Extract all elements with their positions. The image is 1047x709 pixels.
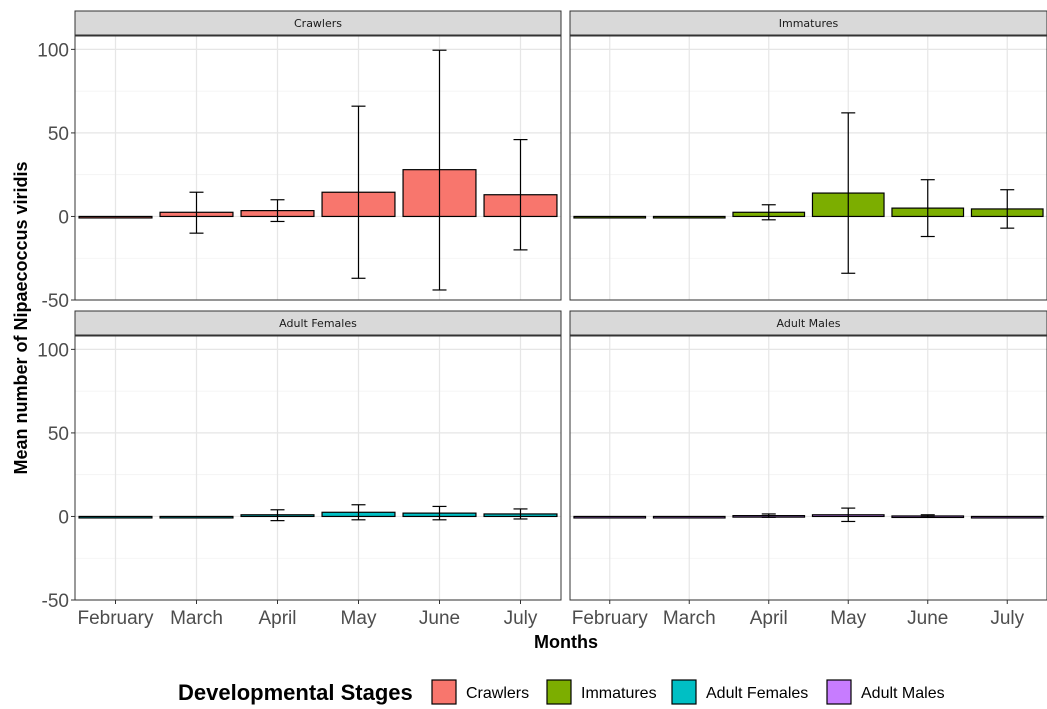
bar-february <box>573 515 647 519</box>
legend-key-adult-females <box>671 679 697 705</box>
x-tick-label: June <box>907 608 948 629</box>
legend-key-crawlers <box>431 679 457 705</box>
legend-label: Adult Females <box>706 685 808 702</box>
x-tick-label: February <box>572 608 649 629</box>
y-tick-label: 0 <box>58 507 69 528</box>
facet-strip-label: Crawlers <box>294 17 342 30</box>
panel-border <box>569 335 1047 601</box>
panel-border <box>569 35 1047 301</box>
bar-february <box>573 215 647 219</box>
facet-strip-label: Adult Females <box>279 317 357 330</box>
x-tick-label: April <box>750 608 788 629</box>
x-tick-label: March <box>170 608 223 629</box>
bar-march <box>652 515 726 519</box>
bar-february <box>78 515 153 519</box>
panel-adult-females: Adult Females -50 0 50 100 February March April… <box>37 310 562 629</box>
legend-title: Developmental Stages <box>178 680 413 705</box>
y-tick-label: -50 <box>42 291 69 312</box>
y-tick-label: -50 <box>42 591 69 612</box>
y-tick-label: 100 <box>37 340 69 361</box>
bar-february <box>78 215 153 219</box>
panel-border <box>74 35 562 301</box>
facet-strip <box>569 10 1047 36</box>
panel-crawlers: Crawlers -50 0 50 100 <box>37 10 562 312</box>
facet-strip <box>74 310 562 336</box>
panel-adult-males: Adult Males February March April May June July <box>569 310 1047 629</box>
facet-strip-label: Adult Males <box>777 317 841 330</box>
y-tick-label: 100 <box>37 40 69 61</box>
facet-strip-label: Immatures <box>779 17 839 30</box>
x-tick-label: May <box>341 608 377 629</box>
panel-background <box>75 336 561 600</box>
x-tick-label: May <box>830 608 866 629</box>
panel-background <box>570 36 1047 300</box>
panel-immatures: Immatures <box>569 10 1047 301</box>
legend-label: Adult Males <box>861 685 945 702</box>
bar-march <box>159 515 234 519</box>
legend-label: Immatures <box>581 685 657 702</box>
x-tick-label: July <box>504 608 538 629</box>
y-tick-label: 0 <box>58 207 69 228</box>
y-tick-label: 50 <box>48 424 69 445</box>
bar-july <box>970 515 1044 519</box>
y-axis-title: Mean number of Nipaecoccus viridis <box>11 161 31 474</box>
x-tick-label: April <box>258 608 296 629</box>
legend: Developmental Stages Crawlers Immatures Adu… <box>178 679 945 705</box>
x-axis-title: Months <box>534 632 598 652</box>
facet-strip <box>74 10 562 36</box>
x-tick-label: June <box>419 608 460 629</box>
x-tick-label: February <box>77 608 154 629</box>
legend-key-immatures <box>546 679 572 705</box>
x-tick-label: July <box>990 608 1024 629</box>
panel-border <box>74 335 562 601</box>
legend-label: Crawlers <box>466 685 529 702</box>
facet-strip <box>569 310 1047 336</box>
x-tick-label: March <box>663 608 716 629</box>
panel-background <box>570 336 1047 600</box>
panel-background <box>75 36 561 300</box>
legend-key-adult-males <box>826 679 852 705</box>
y-tick-label: 50 <box>48 124 69 145</box>
bar-march <box>652 215 726 219</box>
